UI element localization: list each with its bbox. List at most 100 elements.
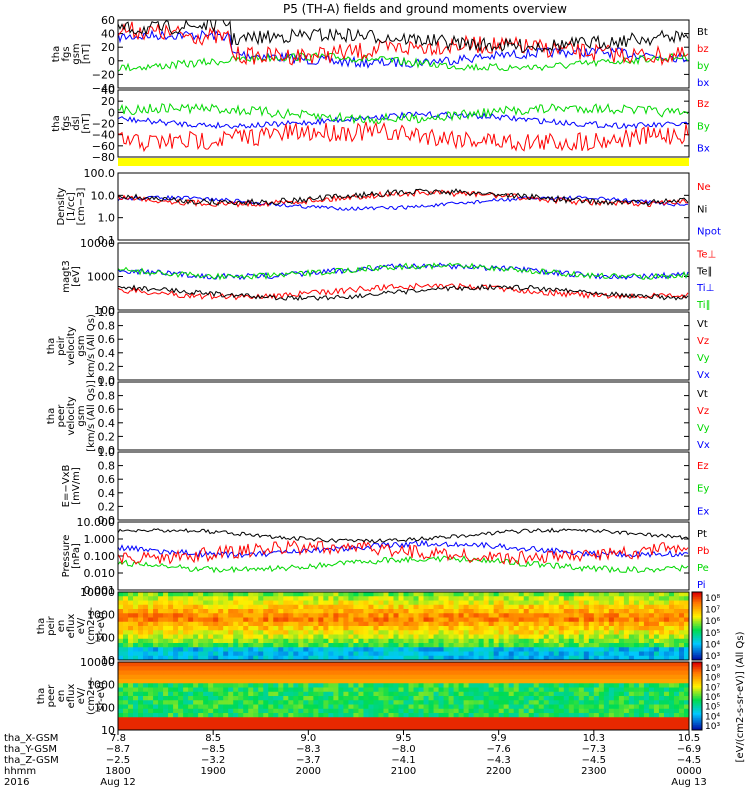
spec-cell: [458, 696, 465, 701]
spec-cell: [588, 596, 595, 601]
spec-cell: [133, 725, 139, 731]
spec-cell: [663, 613, 670, 618]
spec-cell: [298, 687, 304, 693]
spec-cell: [303, 617, 309, 623]
spec-cell: [243, 600, 249, 606]
spec-cell: [558, 662, 565, 667]
spec-cell: [413, 596, 420, 601]
spec-cell: [638, 643, 645, 648]
spec-cell: [488, 630, 495, 635]
colorbar-tick-label: 10⁷: [705, 606, 720, 616]
spec-cell: [663, 604, 670, 610]
spec-cell: [488, 596, 495, 601]
spec-cell: [668, 717, 675, 722]
spec-cell: [483, 634, 490, 640]
spec-cell: [183, 721, 189, 727]
spec-cell: [683, 617, 690, 623]
spec-cell: [463, 717, 470, 722]
spec-cell: [443, 621, 450, 627]
spec-cell: [328, 679, 334, 684]
spec-cell: [638, 634, 645, 640]
spec-cell: [528, 613, 535, 618]
spec-cell: [538, 592, 545, 597]
spec-cell: [313, 683, 319, 688]
spec-cell: [138, 666, 144, 671]
y-tick-label: 10: [101, 724, 115, 737]
spec-cell: [588, 696, 595, 701]
spec-cell: [673, 704, 680, 710]
spec-cell: [148, 609, 154, 614]
y-tick-label: 0.6: [98, 333, 116, 346]
legend-entry: Ez: [697, 461, 709, 472]
spec-cell: [248, 651, 254, 657]
x-tick-label: −3.2: [201, 755, 225, 766]
spec-cell: [523, 634, 530, 640]
colorbar-tick-label: 10⁶: [705, 617, 720, 627]
spec-cell: [378, 713, 384, 718]
spec-cell: [153, 700, 159, 705]
y-tick-label: 0.6: [98, 473, 116, 486]
spec-cell: [188, 634, 194, 640]
spec-cell: [168, 600, 174, 606]
spec-cell: [303, 630, 309, 635]
spec-cell: [338, 670, 344, 676]
spec-cell: [548, 630, 555, 635]
spec-cell: [598, 666, 605, 671]
spec-cell: [453, 666, 460, 671]
spec-cell: [298, 617, 304, 623]
spec-cell: [428, 713, 435, 718]
spec-cell: [533, 670, 540, 676]
spec-cell: [603, 617, 610, 623]
spec-cell: [558, 647, 565, 652]
spec-cell: [533, 596, 540, 601]
spec-cell: [628, 638, 635, 644]
spec-cell: [208, 617, 214, 623]
spec-cell: [243, 662, 249, 667]
spec-cell: [473, 674, 480, 680]
x-tick-label: −4.5: [677, 755, 701, 766]
spec-cell: [603, 592, 610, 597]
spec-cell: [168, 691, 174, 697]
spec-cell: [518, 717, 525, 722]
spec-cell: [288, 679, 294, 684]
spec-cell: [513, 670, 520, 676]
spec-cell: [568, 670, 575, 676]
spec-cell: [218, 626, 224, 631]
spec-cell: [378, 651, 384, 657]
spec-cell: [513, 713, 520, 718]
spec-cell: [478, 634, 485, 640]
spec-cell: [583, 721, 590, 727]
spec-cell: [298, 647, 304, 652]
spec-cell: [598, 717, 605, 722]
spec-cell: [513, 609, 520, 614]
spec-cell: [358, 647, 364, 652]
spec-cell: [588, 717, 595, 722]
spec-cell: [128, 691, 134, 697]
spec-cell: [148, 679, 154, 684]
spec-cell: [178, 717, 184, 722]
legend-entry: Te∥: [696, 266, 713, 277]
spec-cell: [138, 630, 144, 635]
spec-cell: [573, 708, 580, 714]
spec-cell: [178, 662, 184, 667]
spec-cell: [153, 621, 159, 627]
spec-cell: [238, 670, 244, 676]
spec-cell: [388, 717, 394, 722]
spec-cell: [173, 621, 179, 627]
spec-cell: [408, 674, 415, 680]
spec-cell: [158, 592, 164, 597]
spec-cell: [293, 600, 299, 606]
spec-cell: [198, 691, 204, 697]
y-tick-label: 0.0: [98, 444, 116, 457]
spec-cell: [673, 626, 680, 631]
spec-cell: [548, 687, 555, 693]
spec-cell: [413, 687, 420, 693]
spec-cell: [598, 683, 605, 688]
spec-cell: [208, 613, 214, 618]
spec-cell: [278, 670, 284, 676]
spec-cell: [538, 674, 545, 680]
spec-cell: [678, 626, 685, 631]
spec-cell: [498, 617, 505, 623]
spec-cell: [308, 626, 314, 631]
spec-cell: [413, 647, 420, 652]
